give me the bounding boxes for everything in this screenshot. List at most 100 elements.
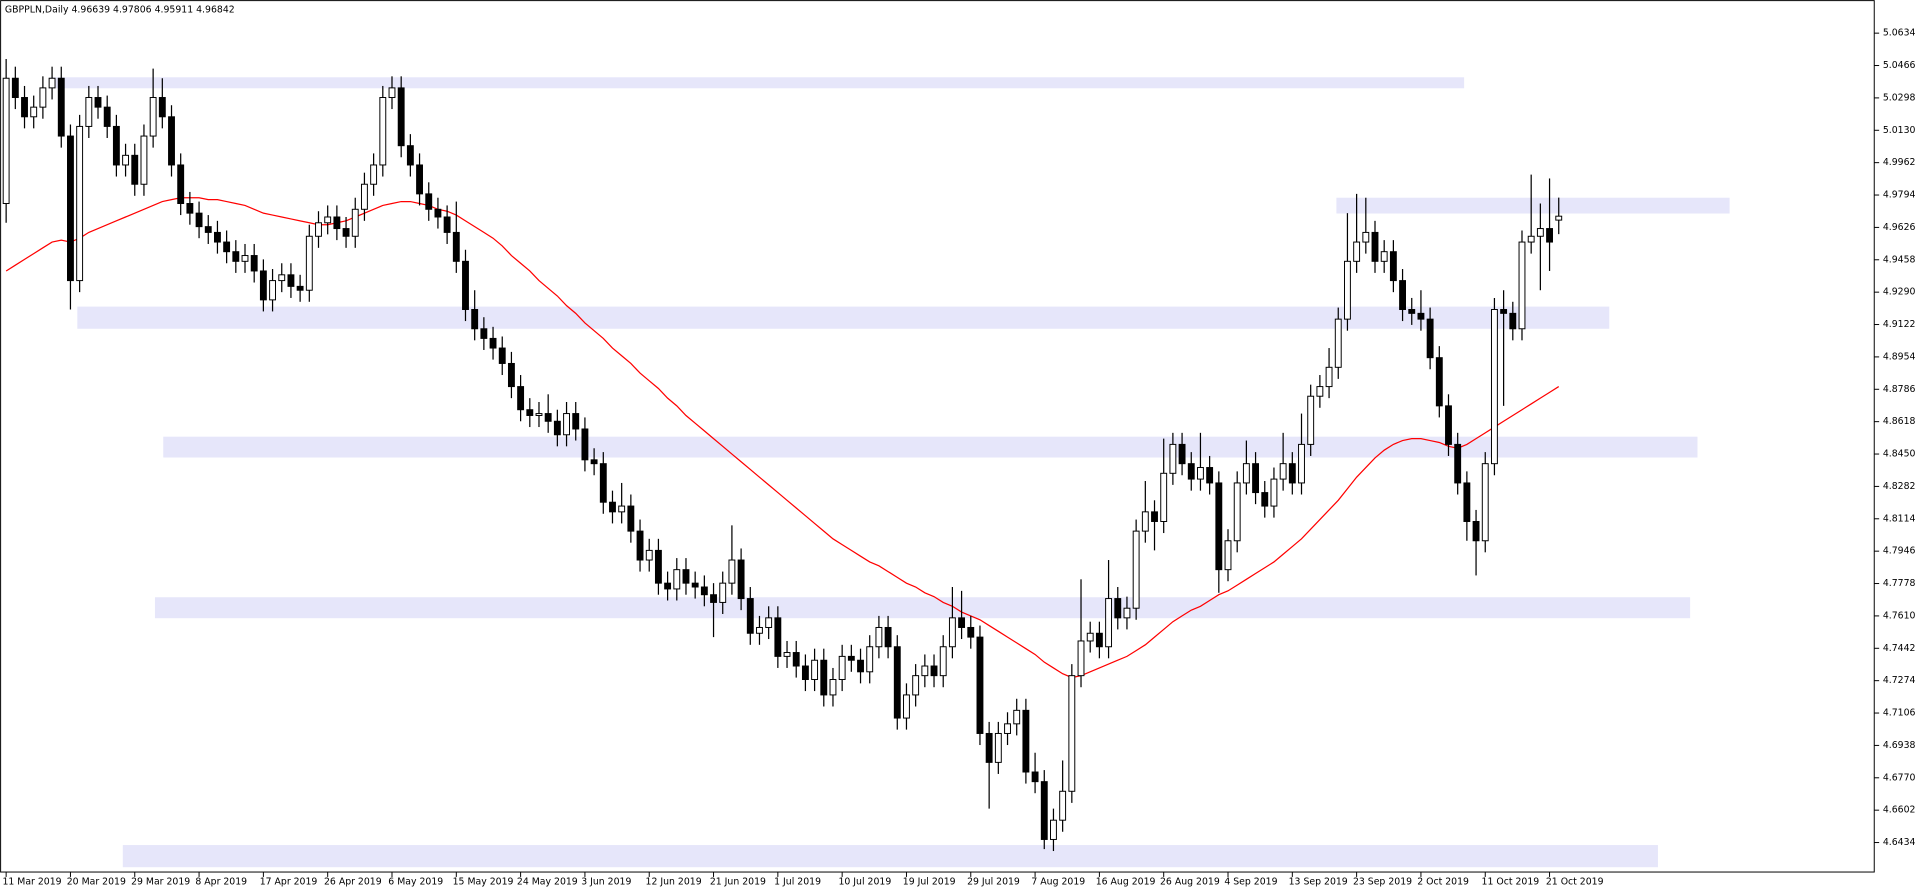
candle-body <box>223 241 231 253</box>
y-tick-label: 4.74420 <box>1883 643 1916 654</box>
candle-body <box>287 274 295 287</box>
candle-body <box>1178 443 1186 465</box>
candle-body <box>1435 357 1443 407</box>
candle-body <box>691 582 699 588</box>
y-tick-label: 4.91220 <box>1883 319 1916 330</box>
candle-body <box>1059 790 1067 821</box>
candle-body <box>1252 463 1260 494</box>
x-tick-label: 3 Jun 2019 <box>581 876 631 887</box>
candle-body <box>324 216 332 224</box>
candle-body <box>654 549 662 584</box>
candle-body <box>682 569 690 584</box>
candle-body <box>397 87 405 147</box>
candle-body <box>1417 312 1425 320</box>
candle-body <box>48 77 56 89</box>
candle-body <box>847 655 855 661</box>
candle-body <box>388 87 396 99</box>
candle-body <box>1380 251 1388 262</box>
candle-body <box>1307 395 1315 445</box>
candle-body <box>131 154 139 185</box>
candle-body <box>1279 463 1287 480</box>
candle-body <box>930 665 938 677</box>
candle-body <box>1114 598 1122 619</box>
x-tick-label: 24 May 2019 <box>517 876 578 887</box>
candle-body <box>581 428 589 461</box>
candle-body <box>1224 540 1232 571</box>
candle-body <box>1325 366 1333 388</box>
x-tick-label: 12 Jun 2019 <box>646 876 702 887</box>
candle-body <box>553 420 561 436</box>
plot-frame <box>0 0 1875 873</box>
y-tick-label: 4.77780 <box>1883 578 1916 589</box>
candle-body <box>76 125 84 282</box>
candle-body <box>939 646 947 677</box>
candle-body <box>452 231 460 262</box>
candle-body <box>1408 309 1416 314</box>
candle-body <box>572 413 580 430</box>
x-tick-label: 6 May 2019 <box>388 876 443 887</box>
candle-body <box>360 183 368 210</box>
candle-body <box>1132 530 1140 609</box>
x-tick-label: 2 Oct 2019 <box>1417 876 1469 887</box>
x-tick-label: 8 Apr 2019 <box>195 876 247 887</box>
candle-body <box>370 164 378 185</box>
candle-body <box>1334 318 1342 368</box>
candle-body <box>1344 260 1351 320</box>
axes: 5.06340 5.04660 5.02980 5.01300 4.99620 4.979… <box>2 28 1916 888</box>
x-tick-label: 26 Apr 2019 <box>324 876 382 887</box>
candle-body <box>39 87 47 108</box>
y-tick-label: 4.94580 <box>1883 254 1916 265</box>
candle-body <box>507 362 515 388</box>
candle-body <box>2 77 10 204</box>
candle-body <box>149 97 157 137</box>
candle-body <box>278 274 286 282</box>
candle-body <box>801 665 809 681</box>
x-tick-label: 7 Aug 2019 <box>1031 876 1085 887</box>
x-tick-label: 19 Jul 2019 <box>903 876 956 887</box>
candle-body <box>811 659 819 681</box>
candle-body <box>214 231 221 243</box>
candle-body <box>820 659 828 696</box>
candle-body <box>967 626 975 638</box>
candle-body <box>1555 215 1563 221</box>
candle-body <box>1215 482 1223 571</box>
candle-body <box>563 413 570 436</box>
candle-body <box>379 97 387 166</box>
candle-body <box>1095 632 1103 648</box>
candle-body <box>85 97 93 127</box>
candle-body <box>259 270 267 301</box>
candle-body <box>241 255 249 262</box>
candle-body <box>103 106 111 127</box>
candle-body <box>269 280 277 301</box>
candle-body <box>250 255 258 272</box>
candle-body <box>590 459 598 465</box>
candle-body <box>57 77 65 137</box>
candle-body <box>618 505 626 513</box>
candle-body <box>1454 443 1462 484</box>
candle-body <box>535 413 543 416</box>
candle-body <box>1141 511 1149 532</box>
candle-body <box>673 569 681 590</box>
candle-body <box>838 655 846 681</box>
candle-body <box>1509 312 1517 330</box>
candle-body <box>1288 463 1296 484</box>
candle-body <box>1068 675 1076 792</box>
candle-body <box>719 582 727 603</box>
candle-body <box>94 97 102 108</box>
y-tick-label: 4.79460 <box>1883 546 1916 557</box>
x-tick-label: 20 Mar 2019 <box>67 876 126 887</box>
candle-body <box>305 235 313 291</box>
candle-body <box>1197 467 1204 480</box>
candle-body <box>829 679 837 696</box>
candle-body <box>1546 228 1553 243</box>
candle-body <box>1160 472 1168 522</box>
zone <box>122 845 1658 868</box>
candle-body <box>232 251 240 262</box>
candle-body <box>1206 467 1214 484</box>
candle-body <box>1013 709 1021 725</box>
y-tick-label: 4.87860 <box>1883 384 1916 395</box>
y-tick-label: 4.64340 <box>1883 837 1916 848</box>
x-tick-label: 17 Apr 2019 <box>260 876 318 887</box>
